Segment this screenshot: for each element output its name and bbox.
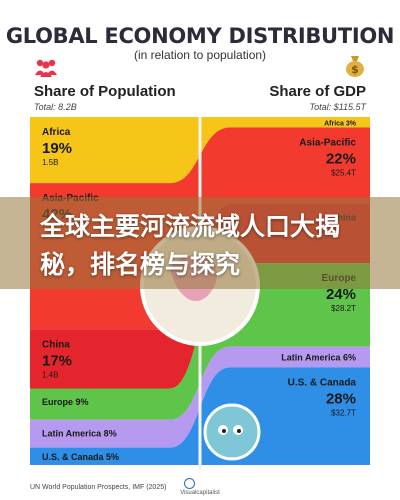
brand-name: Visualcapitalist — [180, 490, 220, 496]
money-bag-icon: $ — [346, 56, 364, 77]
left-axis-title: Share of Population — [34, 83, 176, 100]
chart-title: GLOBAL ECONOMY DISTRIBUTION — [5, 24, 395, 48]
right-europe-value: $28.2T — [331, 304, 356, 313]
people-icon — [35, 59, 57, 77]
overlay-banner-text: 全球主要河流流域人口大揭秘，排名榜与探究 — [40, 212, 341, 279]
right-europe-pct: 24% — [326, 286, 356, 303]
left-africa-pct: 19% — [42, 140, 72, 157]
brand-logo-icon — [184, 478, 195, 489]
right-asia-label: Asia-Pacific — [299, 137, 356, 148]
left-usca-label: U.S. & Canada 5% — [42, 452, 119, 462]
source-note: UN World Population Prospects, IMF (2025… — [30, 484, 167, 491]
right-latam-label: Latin America 6% — [281, 353, 356, 363]
earth-mascot-icon — [203, 403, 261, 461]
chart-subtitle: (in relation to population) — [133, 48, 267, 62]
overlay-banner — [0, 197, 400, 289]
left-africa-value: 1.5B — [42, 158, 58, 167]
right-asia-pct: 22% — [326, 150, 356, 167]
right-africa-label: Africa 3% — [324, 121, 357, 128]
left-axis-total: Total: 8.2B — [34, 102, 77, 112]
left-china-pct: 17% — [42, 352, 72, 369]
left-africa-label: Africa — [42, 127, 71, 138]
right-axis-title: Share of GDP — [269, 83, 366, 100]
right-axis-total: Total: $115.5T — [309, 102, 366, 112]
left-europe-label: Europe 9% — [42, 397, 89, 407]
left-latam-label: Latin America 8% — [42, 428, 117, 438]
svg-text:$: $ — [351, 63, 359, 76]
right-usca-value: $32.7T — [331, 409, 356, 418]
right-usca-label: U.S. & Canada — [288, 378, 357, 389]
right-usca-pct: 28% — [326, 391, 356, 408]
left-china-label: China — [42, 339, 70, 350]
left-china-value: 1.4B — [42, 370, 58, 379]
right-asia-value: $25.4T — [331, 168, 356, 177]
